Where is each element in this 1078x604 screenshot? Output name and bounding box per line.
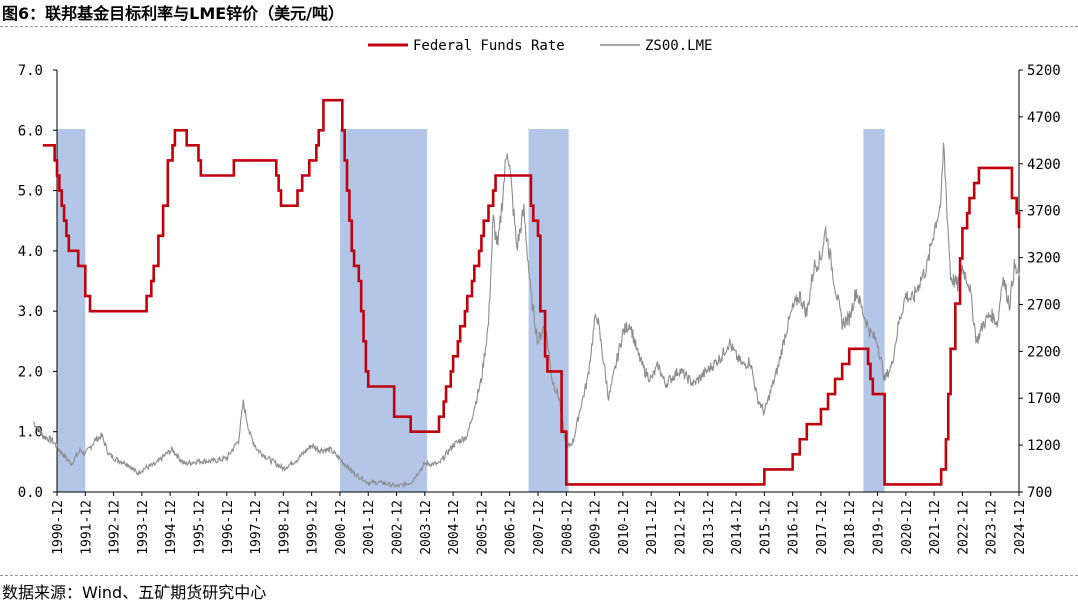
right-tick-label: 1700 <box>1027 391 1061 407</box>
left-tick-label: 7.0 <box>18 63 43 79</box>
x-tick-label: 2010-12 <box>617 500 632 555</box>
x-tick-label: 2007-12 <box>532 500 547 555</box>
x-tick-label: 2005-12 <box>475 500 490 555</box>
legend: Federal Funds Rate ZS00.LME <box>368 38 712 54</box>
x-tick-label: 2023-12 <box>985 500 1000 555</box>
x-tick-label: 1993-12 <box>136 500 151 555</box>
x-tick-label: 1990-12 <box>51 500 66 555</box>
x-tick-label: 2017-12 <box>815 500 830 555</box>
right-tick-label: 4200 <box>1027 157 1061 173</box>
x-tick-label: 2011-12 <box>645 500 660 555</box>
zinc-line <box>33 142 1020 489</box>
right-tick-label: 3700 <box>1027 204 1061 220</box>
shaded-period <box>528 129 569 492</box>
x-tick-label: 2000-12 <box>334 500 349 555</box>
chart-area: 0.0 1.0 2.0 3.0 4.0 5.0 6.0 7.0 700 1200 1700 2200 2… <box>18 38 1061 555</box>
x-tick-label: 2019-12 <box>872 500 887 555</box>
x-tick-label: 1994-12 <box>164 500 179 555</box>
right-tick-label: 700 <box>1027 485 1052 501</box>
shaded-period <box>863 129 885 492</box>
left-tick-label: 1.0 <box>18 425 43 441</box>
x-tick-label: 1999-12 <box>306 500 321 555</box>
left-tick-label: 2.0 <box>18 364 43 380</box>
right-tick-label: 2700 <box>1027 297 1061 313</box>
x-tick-label: 1995-12 <box>192 500 207 555</box>
right-tick-label: 5200 <box>1027 63 1061 79</box>
x-tick-label: 2013-12 <box>702 500 717 555</box>
x-tick-label: 2002-12 <box>391 500 406 555</box>
x-tick-label: 2001-12 <box>362 500 377 555</box>
x-tick-label: 2022-12 <box>956 500 971 555</box>
x-tick-label: 1992-12 <box>108 500 123 555</box>
x-tick-label: 2004-12 <box>447 500 462 555</box>
zinc-series <box>33 142 1020 489</box>
x-tick-label: 2003-12 <box>419 500 434 555</box>
right-tick-label: 4700 <box>1027 110 1061 126</box>
left-tick-label: 4.0 <box>18 244 43 260</box>
right-tick-label: 2200 <box>1027 344 1061 360</box>
x-tick-label: 2016-12 <box>787 500 802 555</box>
x-tick-label: 2012-12 <box>673 500 688 555</box>
chart-title: 图6：联邦基金目标利率与LME锌价（美元/吨） <box>2 4 345 23</box>
x-tick-label: 2024-12 <box>1013 500 1028 555</box>
left-tick-label: 0.0 <box>18 485 43 501</box>
legend-fed-label: Federal Funds Rate <box>413 38 565 54</box>
source-divider <box>0 575 1078 576</box>
x-tick-label: 2006-12 <box>504 500 519 555</box>
fed-series <box>42 98 1021 486</box>
x-tick-label: 2020-12 <box>900 500 915 555</box>
x-tick-label: 2015-12 <box>758 500 773 555</box>
axes: 0.0 1.0 2.0 3.0 4.0 5.0 6.0 7.0 700 1200 1700 2200 2… <box>18 63 1061 555</box>
fed-line <box>42 98 1021 486</box>
left-tick-label: 3.0 <box>18 304 43 320</box>
recession-shading <box>57 129 885 492</box>
legend-zinc-label: ZS00.LME <box>645 38 712 54</box>
source-note: 数据来源：Wind、五矿期货研究中心 <box>2 583 267 602</box>
title-divider <box>0 26 1078 27</box>
shaded-period <box>57 129 86 492</box>
right-tick-label: 3200 <box>1027 251 1061 267</box>
x-tick-label: 1998-12 <box>277 500 292 555</box>
x-tick-label: 1991-12 <box>79 500 94 555</box>
left-tick-label: 5.0 <box>18 184 43 200</box>
shaded-period <box>339 129 428 492</box>
x-tick-label: 1997-12 <box>249 500 264 555</box>
x-tick-label: 2021-12 <box>928 500 943 555</box>
left-tick-label: 6.0 <box>18 123 43 139</box>
x-tick-label: 2018-12 <box>843 500 858 555</box>
x-tick-label: 2008-12 <box>560 500 575 555</box>
right-tick-label: 1200 <box>1027 438 1061 454</box>
x-tick-label: 2014-12 <box>730 500 745 555</box>
x-tick-label: 2009-12 <box>589 500 604 555</box>
x-tick-label: 1996-12 <box>221 500 236 555</box>
